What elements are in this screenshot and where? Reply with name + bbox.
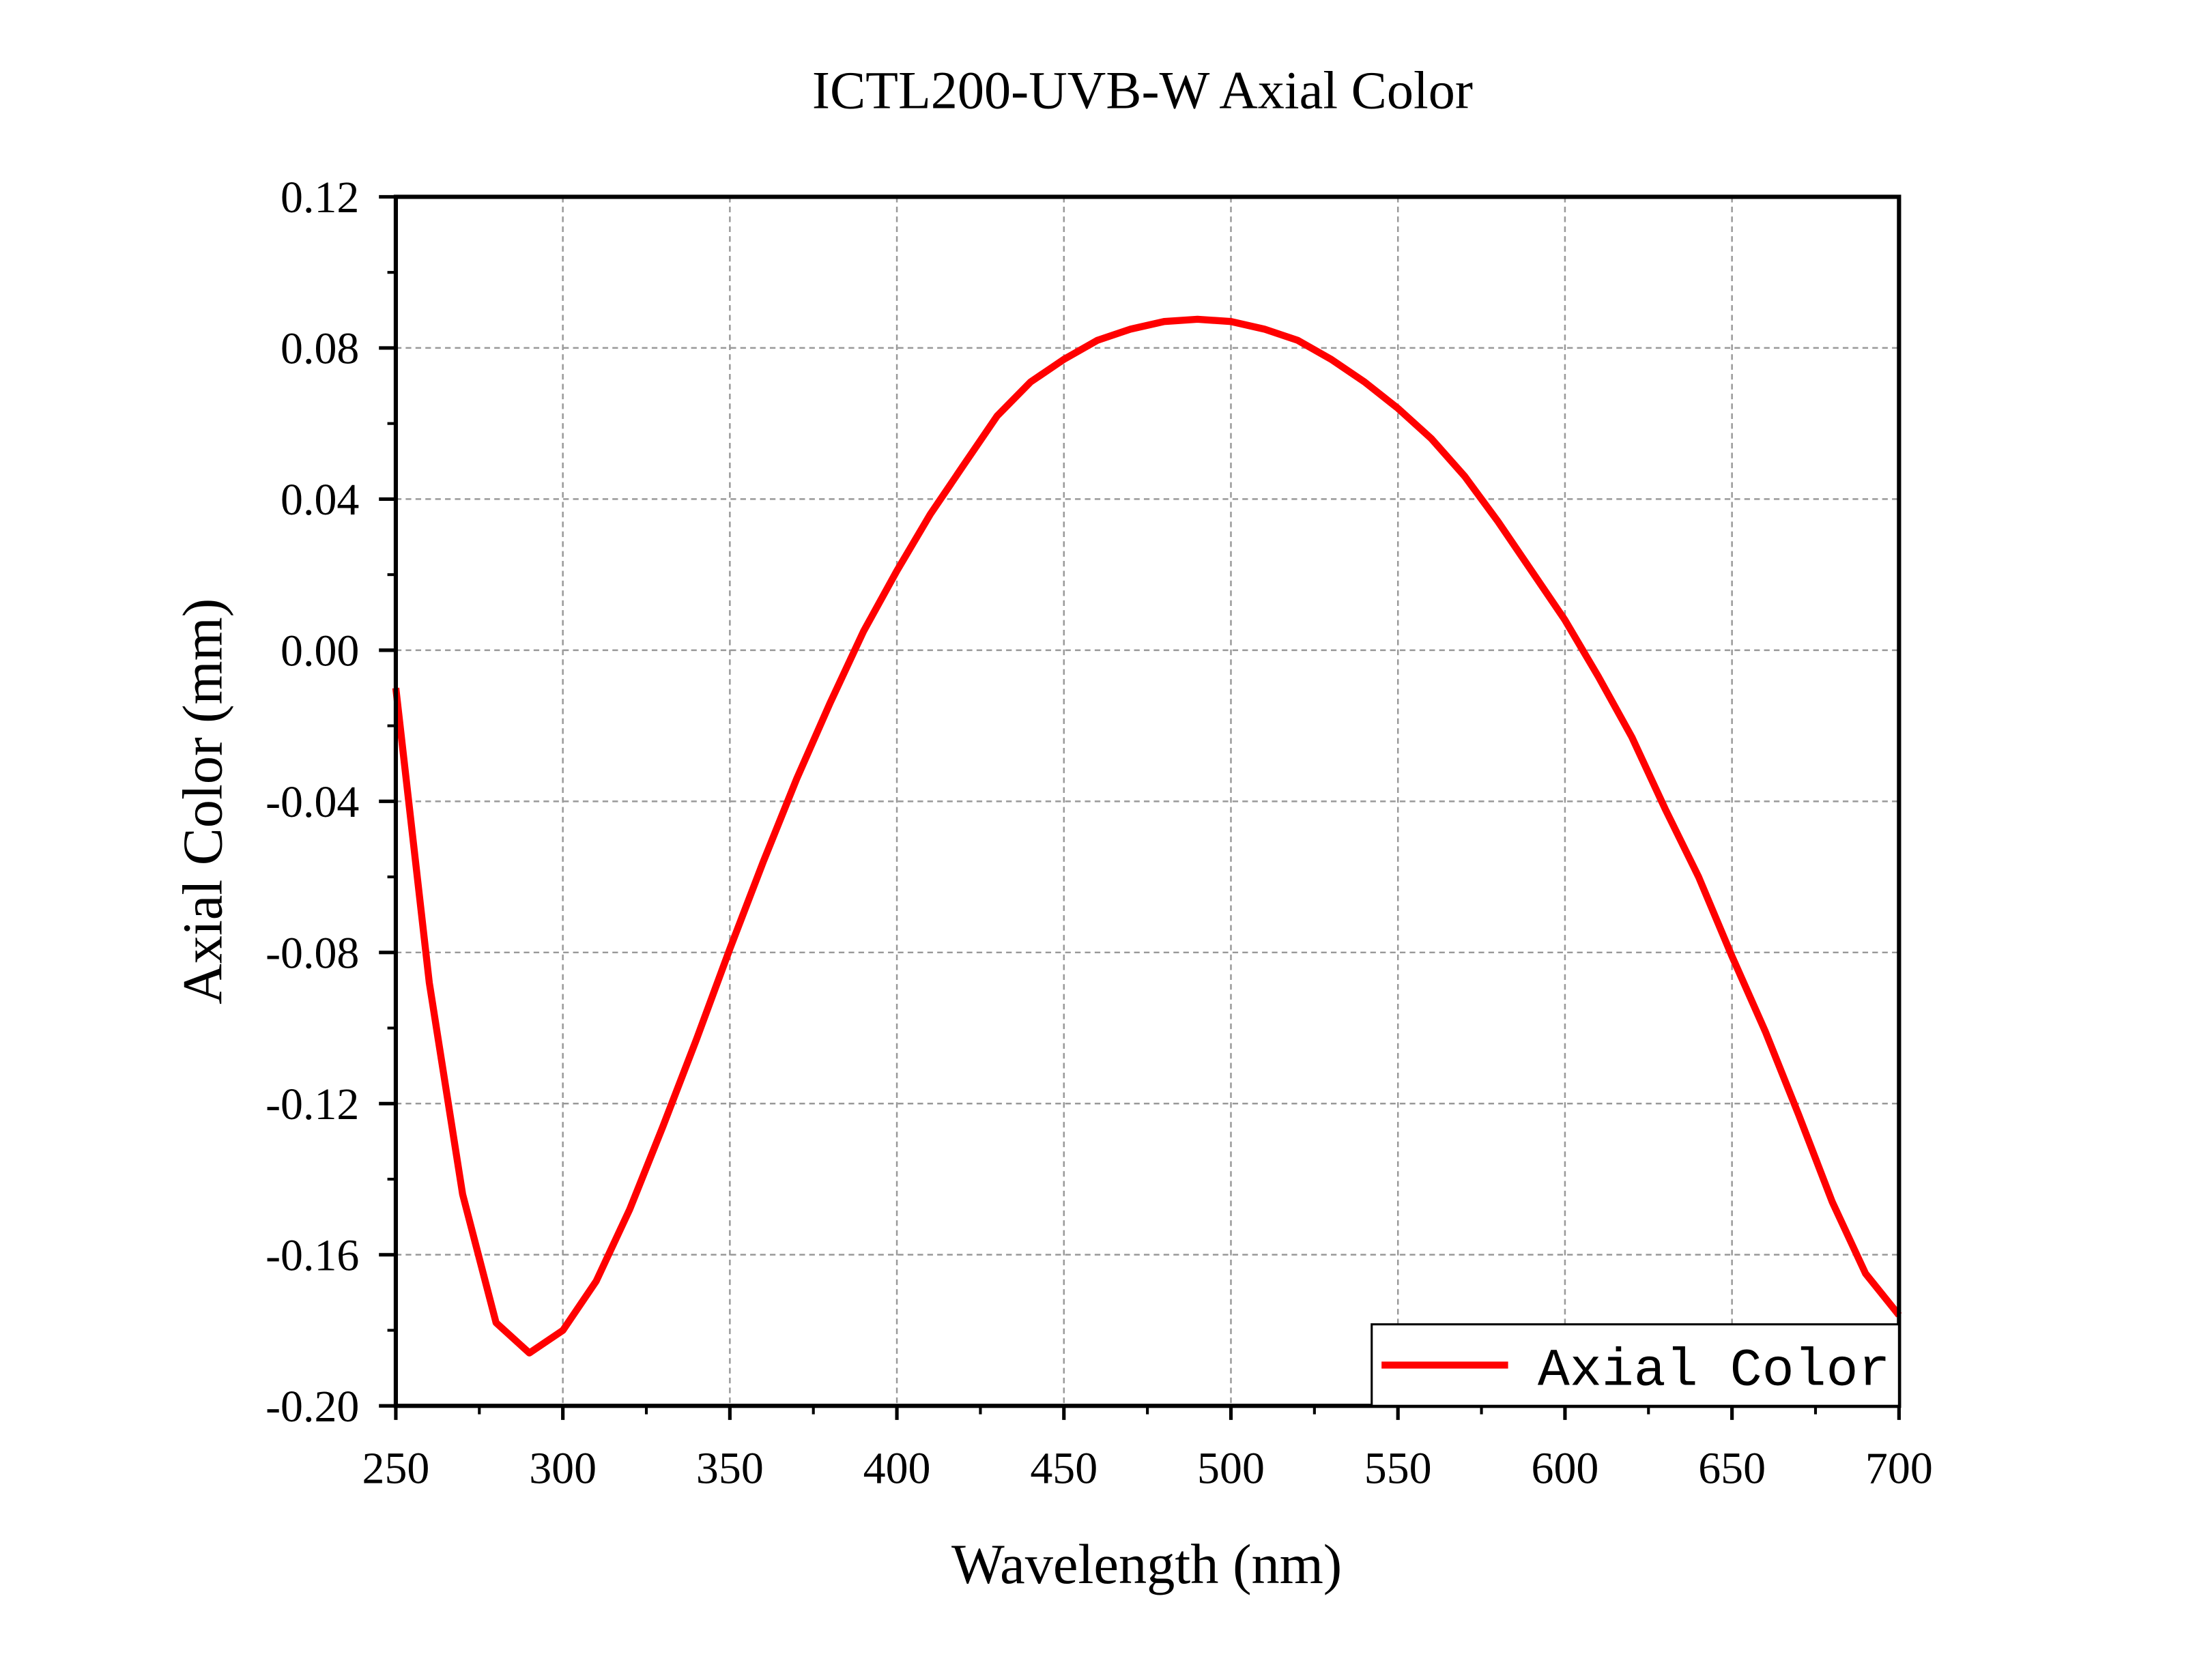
x-tick-label: 450	[1030, 1444, 1098, 1494]
x-tick-label: 300	[529, 1444, 597, 1494]
x-tick-label: 650	[1698, 1444, 1766, 1494]
y-tick-label: -0.04	[266, 777, 359, 827]
legend: Axial Color	[1371, 1323, 1900, 1407]
legend-label: Axial Color	[1538, 1340, 1891, 1401]
y-tick-label: 0.12	[281, 173, 359, 222]
series-line-axial-color	[392, 315, 1902, 1357]
y-tick-label: 0.04	[281, 475, 359, 525]
y-tick-label: -0.08	[266, 928, 359, 978]
y-tick-label: 0.00	[281, 626, 359, 676]
y-tick-label: -0.16	[266, 1230, 359, 1280]
x-tick-label: 350	[696, 1444, 764, 1494]
series	[392, 315, 1902, 1357]
y-tick-label: 0.08	[281, 324, 359, 374]
x-tick-label: 500	[1197, 1444, 1265, 1494]
x-tick-label: 600	[1531, 1444, 1598, 1494]
y-tick-label: -0.20	[266, 1382, 359, 1432]
plot-frame	[393, 194, 1902, 1408]
ticks: 250 300 350 400 450 500 550 600 650 700 -0.20 -0.16…	[266, 173, 1933, 1493]
grid	[395, 197, 1899, 1406]
x-tick-label: 250	[362, 1444, 430, 1494]
x-tick-label: 400	[863, 1444, 931, 1494]
x-axis-label: Wavelength (nm)	[951, 1533, 1342, 1595]
x-tick-label: 700	[1865, 1444, 1933, 1494]
x-tick-label: 550	[1364, 1444, 1432, 1494]
y-axis-label: Axial Color (mm)	[171, 598, 233, 1004]
chart-title: ICTL200-UVB-W Axial Color	[812, 61, 1473, 120]
y-tick-label: -0.12	[266, 1080, 359, 1129]
